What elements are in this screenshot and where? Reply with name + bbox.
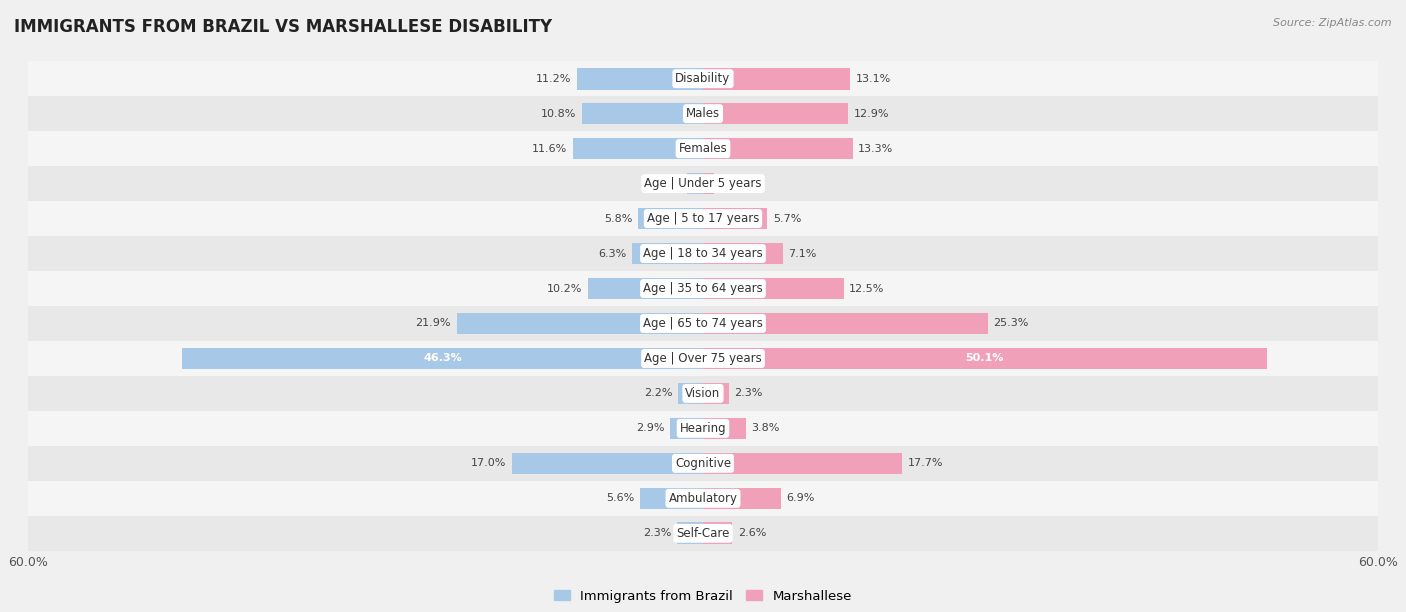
Legend: Immigrants from Brazil, Marshallese: Immigrants from Brazil, Marshallese [548,584,858,608]
Bar [457,313,703,334]
Text: 25.3%: 25.3% [993,318,1029,329]
Text: 10.2%: 10.2% [547,283,582,294]
Bar [703,313,987,334]
Text: 3.8%: 3.8% [751,424,780,433]
Text: 12.9%: 12.9% [853,109,889,119]
Bar [588,278,703,299]
Bar [582,103,703,124]
Text: Ambulatory: Ambulatory [668,492,738,505]
Text: Vision: Vision [685,387,721,400]
Text: 1.4%: 1.4% [654,179,682,188]
Bar [638,207,703,230]
Bar [688,173,703,195]
Bar [28,166,1378,201]
Text: 6.3%: 6.3% [599,248,627,258]
Text: 17.0%: 17.0% [471,458,506,468]
Text: 2.3%: 2.3% [643,528,672,539]
Text: 0.94%: 0.94% [720,179,755,188]
Text: 7.1%: 7.1% [789,248,817,258]
Text: Self-Care: Self-Care [676,527,730,540]
Text: Age | 65 to 74 years: Age | 65 to 74 years [643,317,763,330]
Bar [28,236,1378,271]
Bar [28,201,1378,236]
Bar [640,488,703,509]
Bar [703,488,780,509]
Text: 13.3%: 13.3% [858,144,893,154]
Text: Age | 35 to 64 years: Age | 35 to 64 years [643,282,763,295]
Bar [678,382,703,405]
Text: Hearing: Hearing [679,422,727,435]
Bar [633,243,703,264]
Bar [703,68,851,89]
Bar [576,68,703,89]
Bar [703,382,728,405]
Bar [28,96,1378,131]
Bar [703,278,844,299]
Text: Age | Over 75 years: Age | Over 75 years [644,352,762,365]
Text: 12.5%: 12.5% [849,283,884,294]
Bar [703,243,783,264]
Bar [28,61,1378,96]
Bar [28,306,1378,341]
Text: Source: ZipAtlas.com: Source: ZipAtlas.com [1274,18,1392,28]
Text: Males: Males [686,107,720,120]
Bar [28,446,1378,481]
Bar [28,411,1378,446]
Text: 13.1%: 13.1% [856,73,891,84]
Text: Age | Under 5 years: Age | Under 5 years [644,177,762,190]
Bar [703,452,903,474]
Text: 2.6%: 2.6% [738,528,766,539]
Text: 11.6%: 11.6% [531,144,567,154]
Text: 5.6%: 5.6% [606,493,634,503]
Text: IMMIGRANTS FROM BRAZIL VS MARSHALLESE DISABILITY: IMMIGRANTS FROM BRAZIL VS MARSHALLESE DI… [14,18,553,36]
Text: 21.9%: 21.9% [416,318,451,329]
Text: Age | 18 to 34 years: Age | 18 to 34 years [643,247,763,260]
Text: 6.9%: 6.9% [786,493,814,503]
Bar [28,376,1378,411]
Bar [703,138,852,160]
Bar [703,417,745,439]
Text: 5.8%: 5.8% [603,214,633,223]
Bar [183,348,703,369]
Text: 17.7%: 17.7% [908,458,943,468]
Bar [28,481,1378,516]
Bar [671,417,703,439]
Bar [703,207,768,230]
Text: 10.8%: 10.8% [540,109,576,119]
Text: Age | 5 to 17 years: Age | 5 to 17 years [647,212,759,225]
Bar [28,341,1378,376]
Bar [678,523,703,544]
Text: 5.7%: 5.7% [773,214,801,223]
Bar [703,348,1267,369]
Bar [28,516,1378,551]
Text: 46.3%: 46.3% [423,354,463,364]
Text: 2.3%: 2.3% [734,389,763,398]
Bar [703,173,714,195]
Text: Disability: Disability [675,72,731,85]
Bar [703,523,733,544]
Bar [512,452,703,474]
Bar [28,131,1378,166]
Text: 2.2%: 2.2% [644,389,672,398]
Text: 11.2%: 11.2% [536,73,571,84]
Bar [572,138,703,160]
Bar [703,103,848,124]
Text: Cognitive: Cognitive [675,457,731,470]
Text: 50.1%: 50.1% [966,354,1004,364]
Bar [28,271,1378,306]
Text: Females: Females [679,142,727,155]
Text: 2.9%: 2.9% [637,424,665,433]
